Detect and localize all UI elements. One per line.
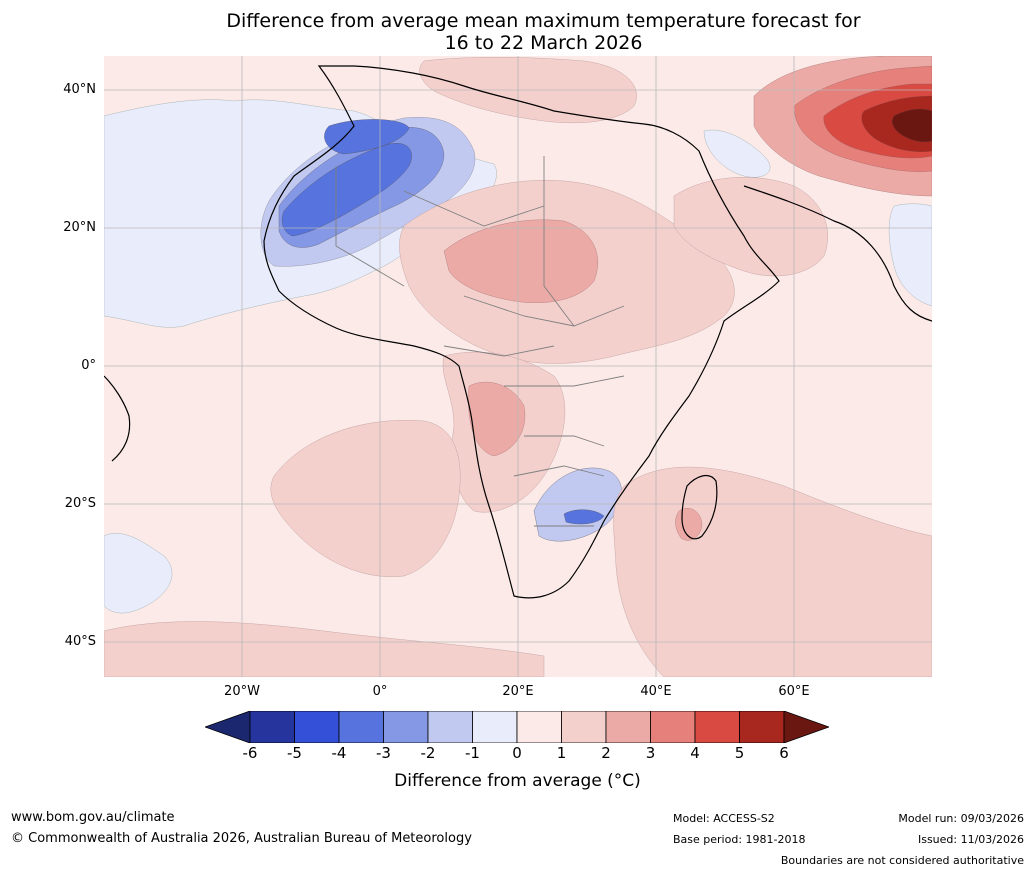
lat-label-0: 0° [81, 358, 96, 373]
lon-label-60e: 60°E [778, 684, 810, 699]
footer-copyright: © Commonwealth of Australia 2026, Austra… [11, 831, 472, 846]
colorbar-tick-label: 6 [779, 744, 789, 762]
title-line-1: Difference from average mean maximum tem… [226, 10, 861, 32]
graticule [104, 56, 932, 677]
anomaly-region-warm-iran-5 [892, 108, 932, 142]
colorbar-tick-label: 1 [556, 744, 567, 762]
lat-label-20s: 20°S [64, 496, 96, 511]
anomaly-region-cool-southern-africa-core [563, 509, 605, 525]
anomaly-region-warm-south-atlantic [270, 420, 461, 577]
colorbar-cell [294, 711, 340, 743]
colorbar-cell [338, 711, 384, 743]
colorbar-under-triangle [205, 711, 251, 743]
footer-disclaimer: Boundaries are not considered authoritat… [780, 854, 1024, 867]
anomaly-region-warm-south-bottom [104, 621, 545, 677]
colorbar-tick-label: -5 [287, 744, 302, 762]
colorbar-tick-label: 0 [512, 744, 522, 762]
lon-label-20e: 20°E [502, 684, 534, 699]
colorbar-cell [427, 711, 473, 743]
colorbar-tick-label: -4 [331, 744, 347, 762]
footer-issued: Issued: 11/03/2026 [917, 833, 1024, 846]
colorbar-tick-label: 3 [645, 744, 656, 762]
lon-label-40e: 40°E [640, 684, 672, 699]
lon-label-0: 0° [372, 684, 388, 699]
colorbar-cell [383, 711, 429, 743]
colorbar-tick-label: 4 [690, 744, 700, 762]
anomaly-region-cool-nw-africa-3 [281, 143, 412, 237]
colorbar-tick-label: -1 [465, 744, 480, 762]
anomaly-region-cool-india [888, 203, 932, 307]
lon-label-20w: 20°W [224, 684, 260, 699]
temperature-anomaly-map [104, 56, 932, 677]
footer-model: Model: ACCESS-S2 [673, 812, 775, 825]
colorbar-tick-label: -6 [242, 744, 258, 762]
colorbar-over-triangle [783, 711, 829, 743]
colorbar-cell [605, 711, 651, 743]
lat-label-40n: 40°N [63, 82, 96, 97]
anomaly-region-cool-nw-africa-core [324, 119, 410, 155]
colorbar-cell [561, 711, 607, 743]
colorbar-tick-label: 2 [601, 744, 611, 762]
lat-label-40s: 40°S [64, 634, 96, 649]
footer-model-run: Model run: 09/03/2026 [898, 812, 1024, 825]
footer-website: www.bom.gov.au/climate [11, 810, 175, 825]
colorbar [205, 711, 829, 743]
footer-base-period: Base period: 1981-2018 [673, 833, 806, 846]
coastlines [104, 65, 932, 599]
anomaly-region-cool-south-atlantic [104, 533, 173, 614]
colorbar-cell [694, 711, 740, 743]
colorbar-tick-label: -3 [376, 744, 391, 762]
anomaly-region-warm-sahel [443, 219, 598, 303]
anomaly-region-cool-arabia-sea [703, 129, 771, 178]
title-line-2: 16 to 22 March 2026 [444, 32, 643, 54]
colorbar-cell [650, 711, 696, 743]
map-title: Difference from average mean maximum tem… [0, 10, 1035, 54]
colorbar-cell [739, 711, 785, 743]
colorbar-title: Difference from average (°C) [394, 771, 641, 791]
colorbar-cell [249, 711, 295, 743]
colorbar-cell [472, 711, 518, 743]
lat-label-20n: 20°N [63, 220, 96, 235]
colorbar-tick-label: 5 [734, 744, 745, 762]
colorbar-tick-label: -2 [420, 744, 436, 762]
country-borders [335, 156, 625, 527]
colorbar-cell [516, 711, 562, 743]
